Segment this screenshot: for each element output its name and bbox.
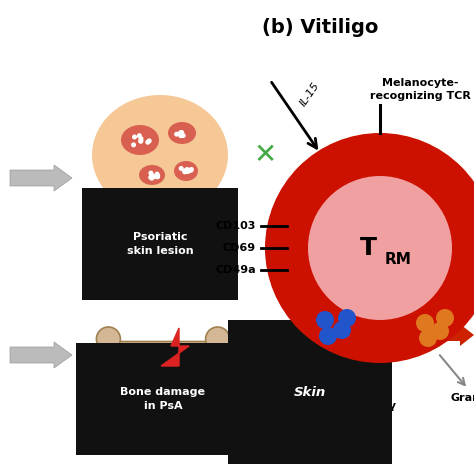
Circle shape (319, 327, 337, 345)
Circle shape (431, 322, 449, 340)
Circle shape (139, 139, 143, 143)
Text: Bone damage
in PsA: Bone damage in PsA (120, 387, 206, 411)
Text: IL-15: IL-15 (298, 81, 322, 109)
Text: RM: RM (384, 253, 411, 267)
Ellipse shape (92, 95, 228, 215)
Circle shape (265, 133, 474, 363)
Circle shape (179, 167, 183, 170)
Circle shape (185, 170, 189, 173)
Circle shape (183, 170, 186, 173)
Circle shape (96, 345, 120, 369)
Text: CD103: CD103 (216, 221, 256, 231)
Ellipse shape (139, 165, 165, 185)
Circle shape (149, 175, 153, 179)
Circle shape (153, 175, 156, 178)
Circle shape (183, 169, 187, 173)
Circle shape (149, 171, 153, 175)
Text: Perforin: Perforin (270, 398, 320, 408)
Circle shape (416, 314, 434, 332)
Text: (b) Vitiligo: (b) Vitiligo (262, 18, 378, 37)
Circle shape (180, 131, 183, 134)
Circle shape (150, 176, 154, 180)
Text: CD69: CD69 (223, 243, 256, 253)
Text: Melanocyte-
recognizing TCR: Melanocyte- recognizing TCR (370, 78, 470, 101)
Text: ✕: ✕ (254, 141, 277, 169)
Circle shape (189, 168, 192, 172)
Ellipse shape (174, 161, 198, 181)
Circle shape (186, 170, 190, 173)
FancyBboxPatch shape (108, 341, 218, 355)
Circle shape (132, 143, 136, 146)
Circle shape (190, 168, 193, 171)
Text: CD49a: CD49a (215, 265, 256, 275)
Circle shape (139, 139, 143, 143)
FancyArrow shape (10, 165, 72, 191)
Circle shape (175, 132, 179, 136)
Circle shape (156, 175, 159, 179)
Circle shape (147, 139, 151, 143)
Circle shape (178, 132, 182, 136)
Circle shape (185, 168, 189, 171)
Circle shape (133, 135, 137, 139)
Circle shape (146, 140, 150, 144)
Circle shape (182, 134, 185, 137)
Circle shape (179, 134, 182, 137)
Circle shape (137, 134, 141, 137)
Circle shape (333, 321, 351, 339)
Circle shape (316, 311, 334, 329)
Circle shape (156, 174, 159, 178)
Circle shape (96, 327, 120, 351)
Text: T: T (359, 236, 376, 260)
Polygon shape (161, 328, 189, 366)
Circle shape (206, 327, 229, 351)
Text: Skin: Skin (294, 385, 326, 399)
Text: Granzy: Granzy (450, 393, 474, 403)
Circle shape (139, 137, 143, 140)
Circle shape (180, 133, 183, 137)
Circle shape (179, 131, 183, 134)
Text: Psoriatic
skin lesion: Psoriatic skin lesion (127, 232, 193, 256)
Circle shape (338, 309, 356, 327)
Circle shape (206, 345, 229, 369)
FancyArrow shape (440, 324, 474, 346)
Circle shape (308, 176, 452, 320)
Circle shape (180, 131, 183, 135)
Ellipse shape (121, 125, 159, 155)
Circle shape (155, 173, 159, 176)
FancyArrow shape (10, 342, 72, 368)
Ellipse shape (168, 122, 196, 144)
Circle shape (150, 173, 154, 177)
Circle shape (436, 309, 454, 327)
Text: IFN-γ: IFN-γ (364, 401, 396, 411)
Circle shape (419, 329, 437, 347)
